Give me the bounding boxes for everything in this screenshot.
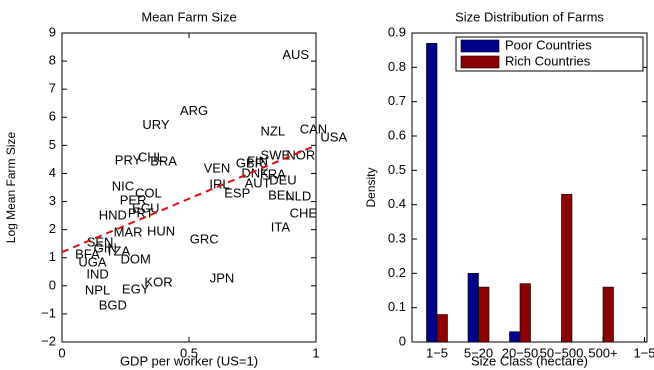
country-point: NLD xyxy=(285,188,311,203)
country-point: SEN xyxy=(87,235,114,250)
y-tick-label: −2 xyxy=(41,333,56,348)
country-point: ESP xyxy=(224,185,250,200)
country-point: SWE xyxy=(261,147,291,162)
country-point: MAR xyxy=(114,224,143,239)
country-point: GBR xyxy=(236,156,264,171)
country-point: PER xyxy=(120,192,147,207)
x-axis-label: GDP per worker (US=1) xyxy=(120,353,258,368)
chart-title: Mean Farm Size xyxy=(141,9,236,24)
x-tick-label: 20−50 xyxy=(502,345,539,360)
y-tick-label: 3 xyxy=(49,193,56,208)
y-tick-label: 7 xyxy=(49,81,56,96)
country-point: ECU xyxy=(132,201,159,216)
x-tick-label: 500+ xyxy=(588,345,617,360)
chart-title: Size Distribution of Farms xyxy=(455,9,604,24)
bar xyxy=(602,286,614,343)
country-point: HUN xyxy=(147,224,175,239)
country-point: ITA xyxy=(271,219,291,234)
country-point: COL xyxy=(135,185,162,200)
y-tick-label: 0.9 xyxy=(388,24,406,39)
bar xyxy=(478,286,490,343)
country-point: UGA xyxy=(78,255,107,270)
legend-label: Rich Countries xyxy=(505,53,591,68)
country-point: FRA xyxy=(260,167,286,182)
y-tick-label: 0.8 xyxy=(388,59,406,74)
bar xyxy=(519,283,531,343)
country-point: GIN xyxy=(94,240,117,255)
country-point: CAN xyxy=(300,121,327,136)
country-point: FIN xyxy=(247,154,268,169)
y-tick-label: 0.5 xyxy=(388,162,406,177)
y-tick-label: 0 xyxy=(49,277,56,292)
country-point: DOM xyxy=(120,251,150,266)
country-point: ARG xyxy=(180,103,208,118)
country-point: AUS xyxy=(282,47,309,62)
country-point: NIC xyxy=(112,178,134,193)
y-tick-label: 0.4 xyxy=(388,196,406,211)
country-point: NZL xyxy=(261,124,286,139)
country-point: DNK xyxy=(241,165,269,180)
country-point: BEL xyxy=(268,187,293,202)
x-tick-label: 0.5 xyxy=(180,345,198,360)
bar xyxy=(561,194,573,343)
x-tick-label: 1−5 xyxy=(426,345,448,360)
x-tick-label: 5−20 xyxy=(464,345,493,360)
legend-swatch xyxy=(460,55,500,69)
country-point: PRY xyxy=(115,153,142,168)
y-axis-label: Log Mean Farm Size xyxy=(4,131,18,243)
legend-label: Poor Countries xyxy=(505,37,592,52)
country-point: URY xyxy=(142,117,170,132)
country-point: IND xyxy=(86,267,108,282)
y-tick-label: 1 xyxy=(49,249,56,264)
country-point: BGD xyxy=(99,297,127,312)
country-point: HND xyxy=(99,208,127,223)
x-tick-label: 1 xyxy=(312,345,319,360)
country-point: CHL xyxy=(138,149,164,164)
country-point: BFA xyxy=(75,246,100,261)
x-tick-label: 1−5 xyxy=(633,345,654,360)
fit-line xyxy=(61,144,317,254)
country-point: TZA xyxy=(106,244,131,259)
bar xyxy=(467,273,479,343)
y-tick-label: 0.3 xyxy=(388,230,406,245)
y-tick-label: 0.6 xyxy=(388,127,406,142)
y-tick-label: 0.2 xyxy=(388,265,406,280)
x-tick-label: 50−500 xyxy=(540,345,584,360)
country-point: DEU xyxy=(269,172,296,187)
y-tick-label: 2 xyxy=(49,221,56,236)
country-point: USA xyxy=(320,129,347,144)
country-point: VEN xyxy=(204,160,231,175)
x-axis-label: Size Class (hectare) xyxy=(471,353,588,368)
x-tick-label: 0 xyxy=(58,345,65,360)
country-point: KOR xyxy=(144,274,172,289)
y-tick-label: 6 xyxy=(49,109,56,124)
country-point: NOR xyxy=(286,147,315,162)
country-point: EGY xyxy=(122,281,150,296)
country-point: JPN xyxy=(210,271,235,286)
y-tick-label: 9 xyxy=(49,24,56,39)
y-tick-label: 4 xyxy=(49,165,56,180)
y-tick-label: 5 xyxy=(49,137,56,152)
bar xyxy=(436,314,448,343)
y-axis-label: Density xyxy=(364,167,378,207)
bar xyxy=(426,42,438,343)
y-tick-label: −1 xyxy=(41,305,56,320)
country-point: PRT xyxy=(128,206,154,221)
country-point: CHE xyxy=(290,206,318,221)
y-tick-label: 0.7 xyxy=(388,93,406,108)
y-tick-label: 0.1 xyxy=(388,299,406,314)
bar xyxy=(509,331,521,343)
country-point: AUT xyxy=(245,176,271,191)
country-point: NPL xyxy=(85,283,110,298)
y-tick-label: 8 xyxy=(49,53,56,68)
country-point: BRA xyxy=(150,153,177,168)
legend-swatch xyxy=(460,39,500,53)
country-point: GRC xyxy=(190,231,219,246)
y-tick-label: 0 xyxy=(399,333,406,348)
country-point: IRL xyxy=(209,176,229,191)
